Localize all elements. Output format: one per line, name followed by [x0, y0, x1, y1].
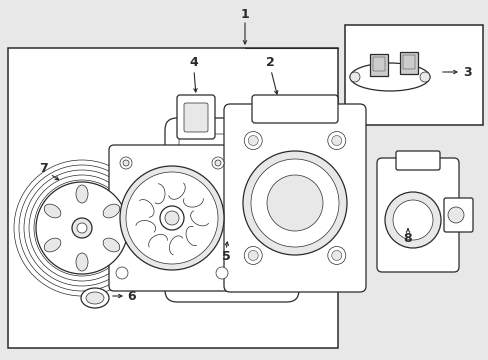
FancyBboxPatch shape: [224, 104, 365, 292]
Text: 1: 1: [240, 8, 249, 21]
Circle shape: [120, 166, 224, 270]
Circle shape: [120, 157, 132, 169]
Ellipse shape: [76, 185, 88, 203]
FancyBboxPatch shape: [164, 118, 298, 302]
Text: 6: 6: [127, 289, 136, 302]
Circle shape: [250, 159, 338, 247]
Circle shape: [447, 207, 463, 223]
Circle shape: [243, 151, 346, 255]
Circle shape: [244, 131, 262, 149]
Circle shape: [126, 172, 218, 264]
Ellipse shape: [103, 204, 120, 218]
Text: 8: 8: [403, 231, 411, 244]
Ellipse shape: [76, 253, 88, 271]
Circle shape: [327, 131, 345, 149]
Ellipse shape: [44, 238, 61, 252]
Circle shape: [349, 72, 359, 82]
FancyBboxPatch shape: [443, 198, 472, 232]
Circle shape: [419, 72, 429, 82]
Text: 5: 5: [221, 249, 230, 262]
Circle shape: [123, 160, 129, 166]
Circle shape: [212, 157, 224, 169]
Bar: [372, 57, 384, 71]
Bar: [345, 25, 482, 125]
Circle shape: [384, 192, 440, 248]
Circle shape: [244, 247, 262, 265]
Bar: [369, 54, 387, 76]
FancyBboxPatch shape: [177, 95, 215, 139]
Text: 2: 2: [265, 55, 274, 68]
Text: 3: 3: [463, 66, 471, 78]
Ellipse shape: [81, 288, 109, 308]
FancyBboxPatch shape: [109, 145, 235, 291]
Bar: [399, 52, 417, 74]
Circle shape: [215, 160, 221, 166]
FancyBboxPatch shape: [179, 134, 285, 285]
FancyBboxPatch shape: [376, 158, 458, 272]
Circle shape: [331, 251, 341, 260]
Bar: [402, 55, 414, 69]
FancyBboxPatch shape: [251, 95, 337, 123]
FancyBboxPatch shape: [395, 151, 439, 170]
Circle shape: [216, 267, 227, 279]
Circle shape: [77, 223, 87, 233]
Circle shape: [266, 175, 323, 231]
Circle shape: [160, 206, 183, 230]
Text: 7: 7: [40, 162, 48, 175]
Ellipse shape: [103, 238, 120, 252]
Bar: [8, 48, 337, 348]
Ellipse shape: [86, 292, 104, 304]
Ellipse shape: [44, 204, 61, 218]
Circle shape: [327, 247, 345, 265]
Circle shape: [164, 211, 179, 225]
Circle shape: [116, 267, 128, 279]
Text: 4: 4: [189, 55, 198, 68]
Circle shape: [331, 136, 341, 145]
Circle shape: [392, 200, 432, 240]
Circle shape: [248, 136, 258, 145]
Circle shape: [72, 218, 92, 238]
FancyBboxPatch shape: [183, 103, 207, 132]
Ellipse shape: [349, 63, 429, 91]
Circle shape: [36, 182, 128, 274]
Circle shape: [248, 251, 258, 260]
